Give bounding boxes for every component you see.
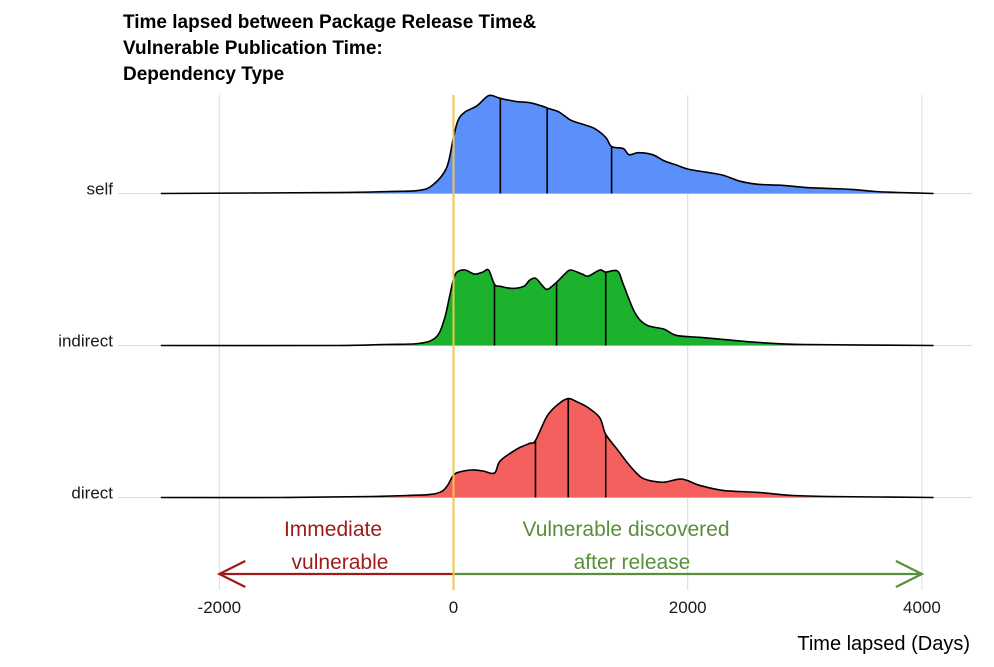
ridge-fill-direct <box>160 398 934 498</box>
y-label-self: self <box>87 180 114 199</box>
direction-arrows <box>216 560 925 588</box>
x-tick-label-2: 2000 <box>669 598 707 617</box>
ridge-outline-indirect <box>160 268 934 347</box>
annotation-left-line-2: vulnerable <box>292 551 389 574</box>
y-label-direct: direct <box>71 484 113 503</box>
annotations: Immediate vulnerable Vulnerable discover… <box>284 518 730 574</box>
x-tick-label-1: 0 <box>449 598 458 617</box>
ridge-self <box>160 94 934 195</box>
x-axis-tick-labels: -2000 0 2000 4000 <box>198 598 941 617</box>
ridges <box>160 94 934 499</box>
arrow-left-head <box>216 560 246 588</box>
y-axis-labels: self indirect direct <box>58 180 113 503</box>
annotation-right-line-2: after release <box>574 551 691 574</box>
chart-title-line-3: Dependency Type <box>123 64 285 85</box>
ridge-direct <box>160 397 934 499</box>
ridge-indirect <box>160 268 934 347</box>
chart-title-line-1: Time lapsed between Package Release Time… <box>123 12 537 33</box>
chart-title: Time lapsed between Package Release Time… <box>123 10 536 88</box>
x-tick-label-0: -2000 <box>198 598 241 617</box>
x-tick-label-3: 4000 <box>903 598 941 617</box>
arrow-right-head <box>895 560 925 588</box>
chart-title-line-2: Vulnerable Publication Time: <box>123 38 383 59</box>
x-axis-title: Time lapsed (Days) <box>797 633 970 655</box>
ridge-outline-direct <box>160 397 934 499</box>
annotation-left-line-1: Immediate <box>284 518 382 541</box>
annotation-right-line-1: Vulnerable discovered <box>522 518 729 541</box>
y-label-indirect: indirect <box>58 332 113 351</box>
ridge-fill-indirect <box>160 269 934 346</box>
